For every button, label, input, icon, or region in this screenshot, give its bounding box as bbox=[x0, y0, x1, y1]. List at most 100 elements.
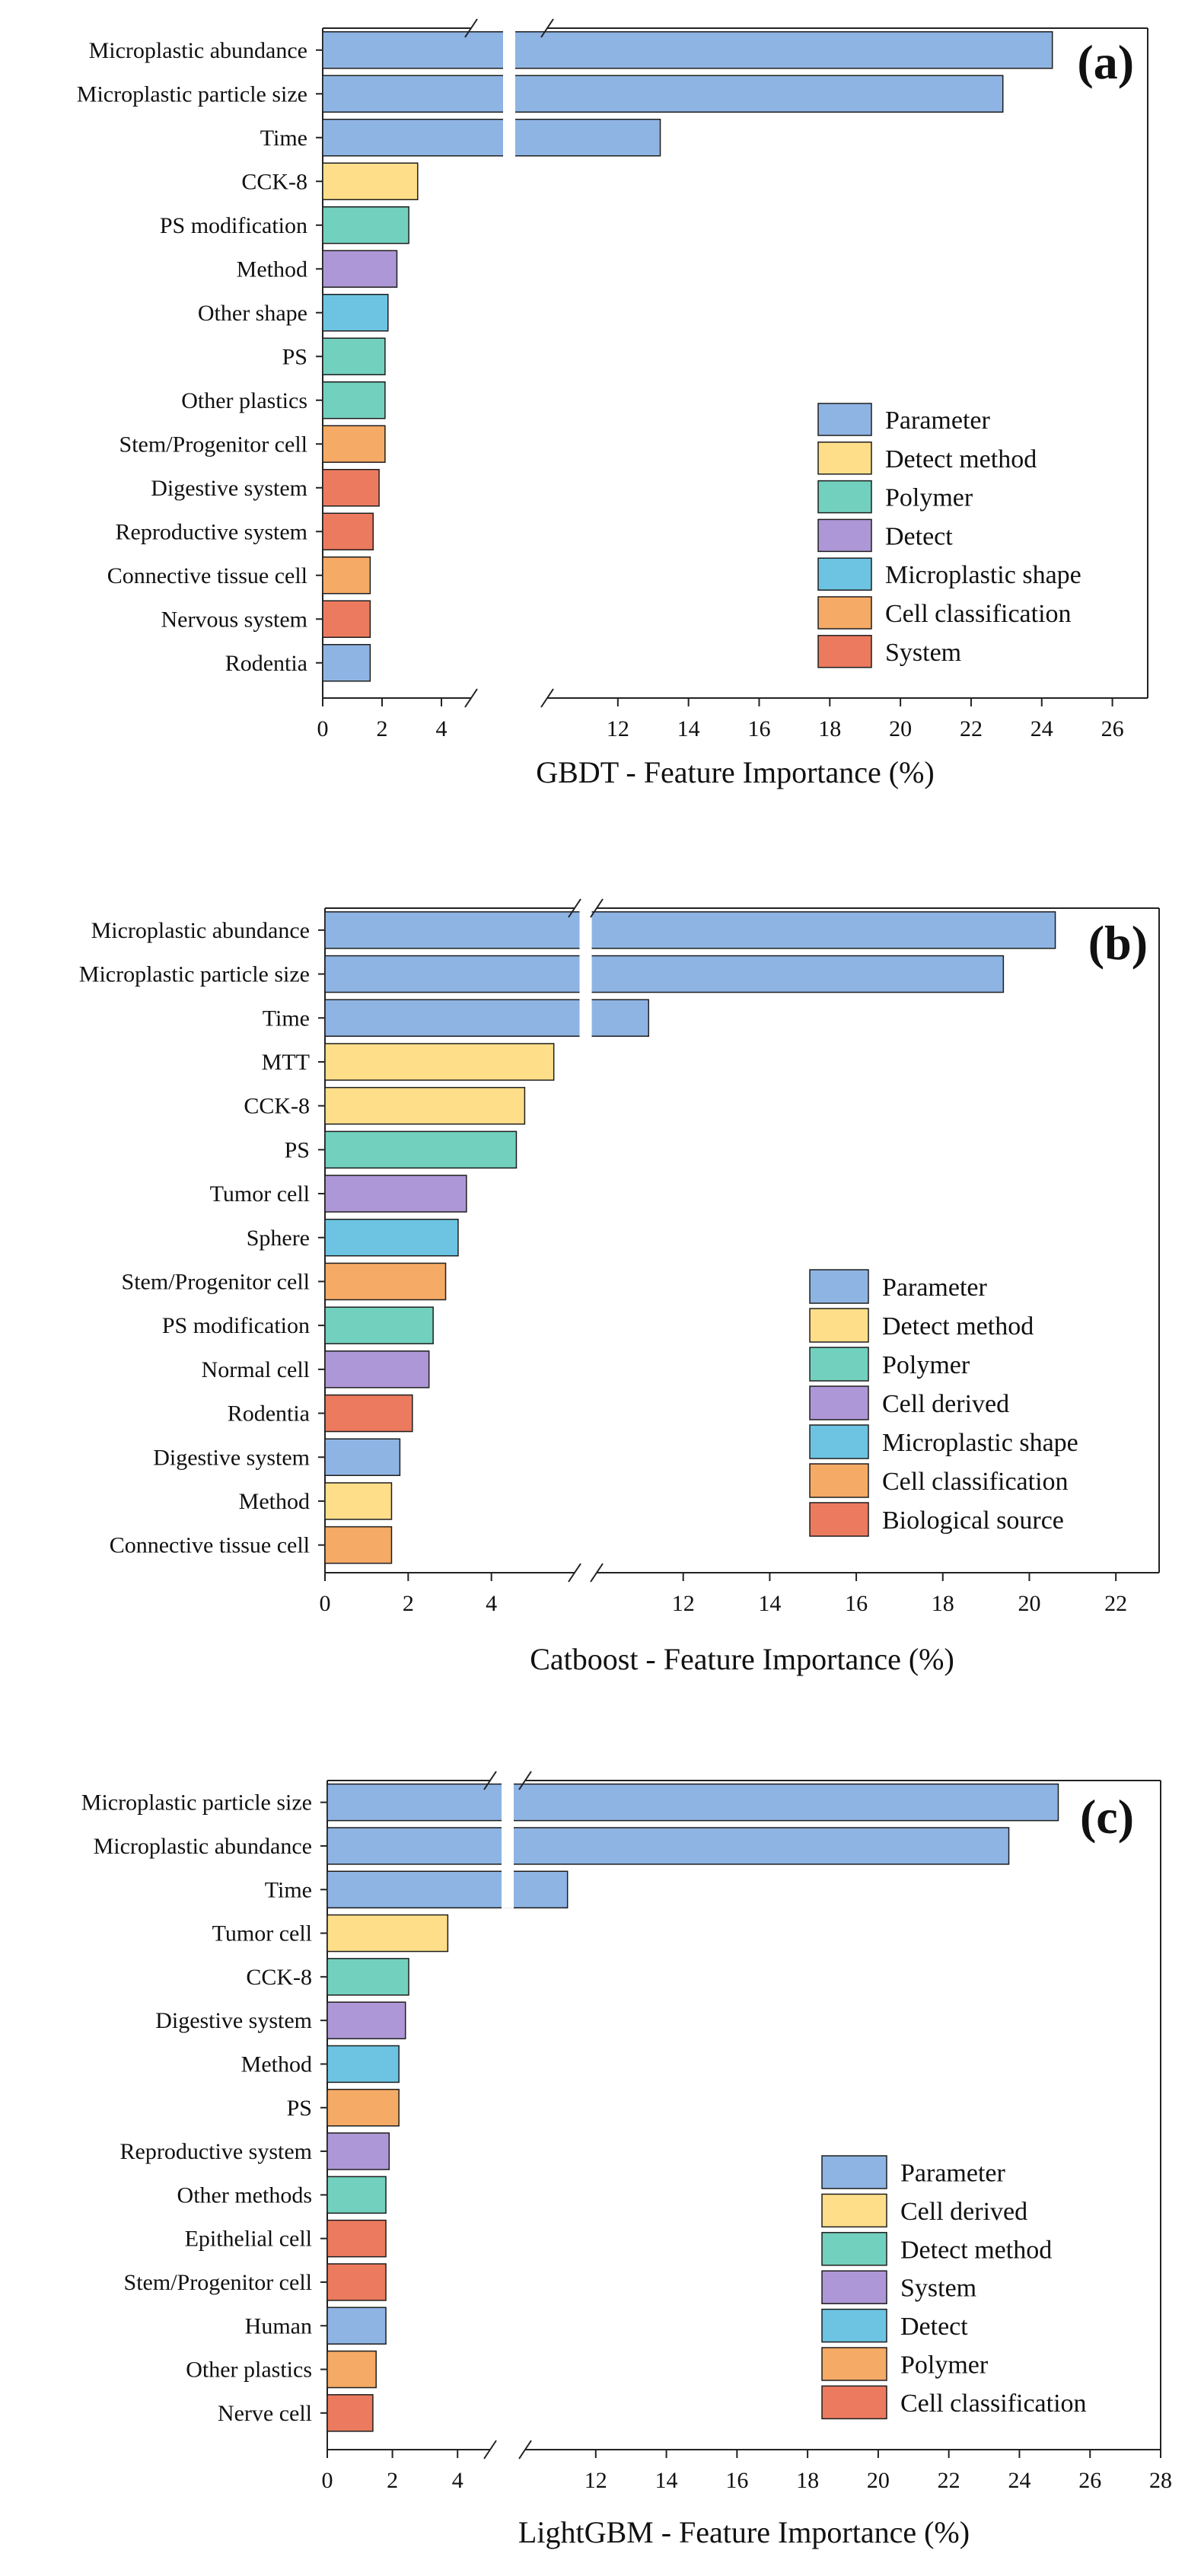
x-tick-label: 12 bbox=[672, 1591, 695, 1616]
bar bbox=[327, 1958, 409, 1996]
category-label: Stem/Progenitor cell bbox=[124, 2270, 312, 2295]
category-label: Microplastic particle size bbox=[77, 81, 307, 107]
bar bbox=[327, 1870, 569, 1908]
legend-swatch bbox=[821, 2155, 887, 2189]
bar bbox=[322, 381, 386, 419]
category-label: Other plastics bbox=[186, 2358, 312, 2383]
bar bbox=[322, 294, 389, 332]
x-tick-label: 18 bbox=[932, 1591, 954, 1616]
axis-break-mark bbox=[568, 898, 581, 918]
legend-swatch bbox=[817, 403, 872, 436]
x-tick-label: 14 bbox=[655, 2468, 678, 2493]
category-label: PS bbox=[287, 2096, 312, 2121]
bar bbox=[324, 1043, 555, 1081]
category-label: Nervous system bbox=[161, 607, 307, 632]
x-axis-title: Catboost - Feature Importance (%) bbox=[530, 1642, 954, 1676]
x-tick-label: 2 bbox=[387, 2468, 398, 2493]
legend-label: Parameter bbox=[882, 1274, 987, 1302]
legend-label: Detect method bbox=[882, 1312, 1034, 1341]
bar bbox=[327, 1914, 449, 1953]
legend-label: Detect bbox=[885, 522, 953, 550]
category-label: Tumor cell bbox=[212, 1921, 312, 1946]
legend-swatch bbox=[821, 2308, 887, 2343]
bar bbox=[322, 556, 371, 595]
legend-label: Cell derived bbox=[882, 1390, 1009, 1418]
x-tick-label: 4 bbox=[452, 2468, 463, 2493]
axis-break-gap bbox=[579, 910, 592, 1038]
category-label: Normal cell bbox=[202, 1357, 310, 1382]
category-label: Other plastics bbox=[181, 388, 307, 413]
category-label: PS bbox=[282, 344, 307, 369]
x-tick-label: 26 bbox=[1078, 2468, 1101, 2493]
legend-swatch bbox=[809, 1308, 869, 1343]
category-label: Other shape bbox=[198, 301, 307, 326]
bar bbox=[324, 1438, 401, 1476]
panel-label: (b) bbox=[1088, 916, 1148, 970]
legend-swatch bbox=[817, 596, 872, 630]
category-label: PS bbox=[285, 1137, 310, 1162]
bar bbox=[322, 337, 386, 375]
x-tick-label: 14 bbox=[677, 716, 700, 741]
bar bbox=[324, 955, 1005, 993]
x-tick-label: 20 bbox=[867, 2468, 890, 2493]
category-label: Nerve cell bbox=[218, 2401, 312, 2426]
bar bbox=[324, 1350, 430, 1388]
x-tick-label: 0 bbox=[317, 716, 329, 741]
legend-swatch bbox=[809, 1463, 869, 1498]
x-tick-label: 16 bbox=[747, 716, 770, 741]
bar bbox=[327, 2089, 400, 2127]
x-tick-label: 22 bbox=[1104, 1591, 1127, 1616]
x-tick-label: 0 bbox=[320, 1591, 331, 1616]
x-tick-label: 2 bbox=[377, 716, 388, 741]
bar bbox=[327, 2132, 390, 2170]
bar bbox=[322, 206, 409, 244]
axis-break-gap bbox=[502, 1782, 514, 1908]
legend-swatch bbox=[809, 1424, 869, 1459]
bar bbox=[327, 1783, 1059, 1822]
category-label: Rodentia bbox=[225, 651, 307, 676]
legend-label: Detect method bbox=[900, 2236, 1052, 2264]
legend-label: Cell classification bbox=[885, 600, 1072, 628]
category-label: Reproductive system bbox=[120, 2139, 312, 2164]
category-label: Reproductive system bbox=[116, 519, 307, 544]
legend-label: Cell classification bbox=[900, 2389, 1087, 2418]
legend-label: Parameter bbox=[885, 406, 990, 435]
legend-swatch bbox=[809, 1347, 869, 1382]
category-label: Rodentia bbox=[228, 1401, 310, 1427]
axis-break-mask bbox=[575, 906, 597, 910]
x-tick-label: 18 bbox=[818, 716, 841, 741]
legend-label: Detect method bbox=[885, 445, 1037, 473]
category-label: Digestive system bbox=[155, 2008, 312, 2033]
bar bbox=[322, 250, 398, 288]
x-tick-label: 18 bbox=[796, 2468, 819, 2493]
bar bbox=[324, 1262, 447, 1301]
bar bbox=[324, 1130, 518, 1169]
x-tick-label: 26 bbox=[1101, 716, 1124, 741]
category-label: CCK-8 bbox=[241, 169, 307, 194]
axis-break-mark bbox=[518, 2440, 532, 2460]
legend-label: System bbox=[900, 2275, 976, 2303]
bar bbox=[324, 1175, 467, 1213]
axis-break-mark bbox=[590, 898, 604, 918]
category-label: Connective tissue cell bbox=[110, 1533, 310, 1558]
axis-break-mask bbox=[575, 1570, 597, 1575]
legend-label: Microplastic shape bbox=[885, 561, 1081, 589]
bar bbox=[324, 999, 649, 1037]
legend-swatch bbox=[817, 442, 872, 475]
bar bbox=[324, 1394, 413, 1433]
legend-swatch bbox=[809, 1385, 869, 1420]
legend-label: Microplastic shape bbox=[882, 1429, 1078, 1457]
bar bbox=[327, 2350, 377, 2389]
axis-break-mark bbox=[518, 1771, 532, 1790]
legend-swatch bbox=[809, 1269, 869, 1304]
category-label: Tumor cell bbox=[210, 1181, 310, 1207]
bar bbox=[322, 512, 374, 550]
legend-swatch bbox=[817, 557, 872, 591]
legend: Parameter Detect method Polymer Detect Micro… bbox=[817, 403, 1081, 668]
x-tick-label: 16 bbox=[845, 1591, 868, 1616]
category-label: Epithelial cell bbox=[185, 2227, 312, 2252]
category-label: CCK-8 bbox=[246, 1965, 312, 1990]
category-label: Stem/Progenitor cell bbox=[119, 432, 307, 457]
